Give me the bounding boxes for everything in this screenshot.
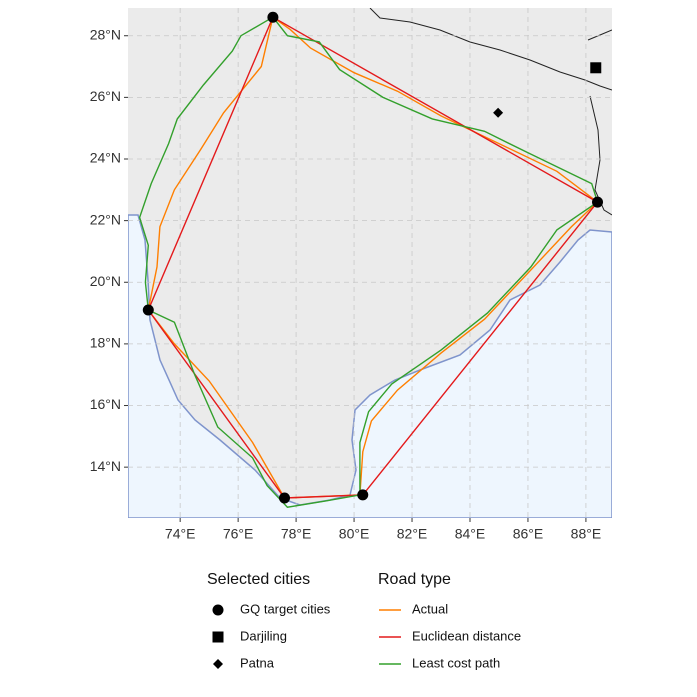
x-tick-label: 86°E: [513, 526, 544, 542]
point-circle: [279, 492, 291, 504]
road-line: [147, 16, 599, 499]
point-diamond: [213, 659, 223, 669]
border: [369, 8, 612, 91]
y-tick-label: 28°N: [90, 26, 121, 42]
road-line: [138, 16, 599, 508]
point-circle: [592, 196, 604, 208]
legend-label: Patna: [240, 655, 275, 670]
x-tick-label: 84°E: [455, 526, 486, 542]
legend-label: Darjiling: [240, 628, 287, 643]
point-circle: [357, 489, 369, 501]
road-line: [147, 16, 599, 499]
x-tick-label: 74°E: [165, 526, 196, 542]
y-tick-label: 26°N: [90, 88, 121, 104]
point-square: [590, 62, 602, 74]
legend-title: Road type: [378, 571, 451, 588]
point-circle: [212, 604, 224, 616]
point-diamond: [493, 107, 504, 118]
y-tick-label: 14°N: [90, 458, 121, 474]
legend-label: Euclidean distance: [412, 628, 521, 643]
border: [587, 29, 612, 41]
y-tick-label: 24°N: [90, 150, 121, 166]
y-tick-label: 22°N: [90, 211, 121, 227]
legend-label: Actual: [412, 601, 448, 616]
point-circle: [142, 304, 154, 316]
legend-label: GQ target cities: [240, 601, 331, 616]
x-tick-label: 82°E: [397, 526, 428, 542]
y-tick-label: 16°N: [90, 396, 121, 412]
x-tick-label: 78°E: [281, 526, 312, 542]
legend-title: Selected cities: [207, 571, 310, 588]
point-square: [212, 631, 224, 643]
y-tick-label: 18°N: [90, 335, 121, 351]
x-tick-label: 76°E: [223, 526, 254, 542]
x-tick-label: 88°E: [571, 526, 602, 542]
legend-label: Least cost path: [412, 655, 500, 670]
x-tick-label: 80°E: [339, 526, 370, 542]
border: [589, 95, 612, 216]
point-circle: [267, 11, 279, 23]
y-tick-label: 20°N: [90, 273, 121, 289]
